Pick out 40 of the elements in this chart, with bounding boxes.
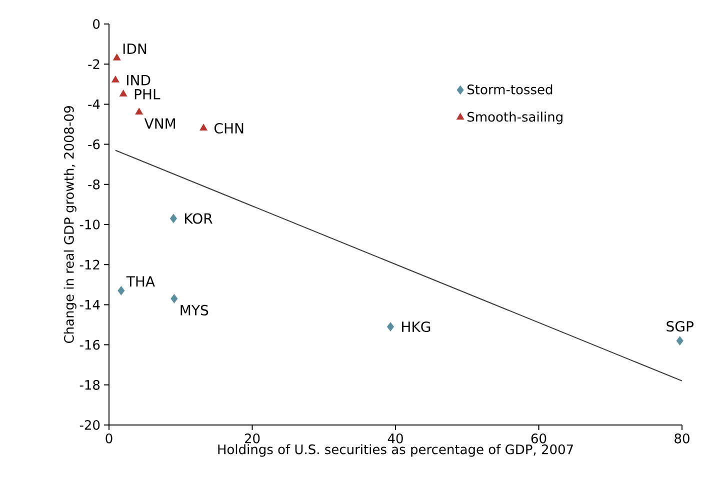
y-tick-label: 0: [93, 19, 100, 29]
x-tick-label: 0: [106, 434, 112, 444]
legend-label: Smooth-sailing: [468, 112, 562, 124]
y-tick-label: -6: [88, 139, 100, 150]
point: [170, 213, 178, 224]
point: [117, 285, 126, 296]
annotation: PHL: [134, 89, 160, 100]
point: [199, 123, 208, 131]
y-tick-label: -2: [88, 59, 100, 69]
y-tick-label: -12: [80, 260, 100, 270]
point: [112, 52, 122, 61]
x-tick-label: 40: [388, 434, 403, 444]
y-tick-label: -18: [80, 380, 100, 390]
point: [118, 88, 128, 97]
y-tick-label: -20: [80, 420, 100, 430]
y-tick-label: -10: [80, 220, 100, 230]
y-tick-label: -4: [88, 99, 100, 109]
y-tick-label: -16: [80, 340, 100, 350]
annotation: HKG: [402, 321, 430, 332]
annotation: SGP: [666, 321, 694, 332]
annotation: THA: [126, 276, 155, 286]
x-tick-label: 80: [674, 434, 690, 444]
annotation: VNM: [144, 118, 176, 129]
point: [134, 107, 144, 115]
annotation: CHN: [214, 122, 244, 134]
annotation: IDN: [123, 44, 146, 54]
y-tick-label: -8: [88, 179, 100, 190]
x-axis-title: Holdings of U.S. securities as percentage of GDP, 2007: [218, 444, 573, 457]
x-tick-label: 60: [531, 434, 546, 444]
point: [676, 336, 684, 346]
point: [386, 322, 394, 332]
y-axis-title: Change in real GDP growth, 2008-09: [64, 106, 76, 344]
point: [170, 293, 178, 304]
x-tick-label: 20: [244, 434, 260, 444]
y-tick-label: -14: [80, 300, 100, 310]
annotation: IND: [127, 75, 150, 86]
annotation: MYS: [180, 304, 208, 316]
legend-label: Storm-tossed: [468, 84, 552, 94]
annotation: KOR: [185, 213, 212, 224]
point: [110, 74, 120, 83]
